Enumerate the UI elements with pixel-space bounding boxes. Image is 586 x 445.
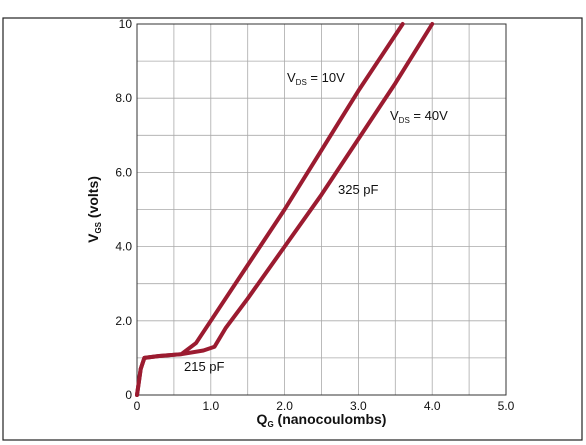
y-axis-label-main: V xyxy=(85,233,101,243)
y-axis-label-rest: (volts) xyxy=(85,176,101,222)
x-tick-label: 5.0 xyxy=(498,399,515,413)
annotation-rest: = 40V xyxy=(410,108,448,123)
x-tick-label: 3.0 xyxy=(350,399,367,413)
y-axis-label-sub: GS xyxy=(94,221,103,233)
y-axis-label: VGS (volts) xyxy=(85,176,103,243)
annotation-main: V xyxy=(390,108,399,123)
annotation: VDS = 10V xyxy=(287,70,345,87)
plot-border xyxy=(136,23,507,396)
x-axis-label: QG (nanocoulombs) xyxy=(257,411,387,429)
x-axis-label-rest: (nanocoulombs) xyxy=(274,411,387,427)
annotation-main: 325 pF xyxy=(338,182,379,197)
y-tick-label: 2.0 xyxy=(115,314,132,328)
y-tick-label: 4.0 xyxy=(115,240,132,254)
annotation: 215 pF xyxy=(184,359,225,374)
x-axis-label-main: Q xyxy=(257,411,268,427)
annotation: 325 pF xyxy=(338,182,379,197)
series-line xyxy=(135,22,435,397)
annotation-main: V xyxy=(287,70,296,85)
annotation: VDS = 40V xyxy=(390,108,448,125)
annotation-rest: = 10V xyxy=(307,70,345,85)
x-axis-label-sub: G xyxy=(267,420,273,429)
annotation-main: 215 pF xyxy=(184,359,225,374)
y-tick-label: 8.0 xyxy=(115,91,132,105)
y-tick-label: 6.0 xyxy=(115,165,132,179)
chart-frame xyxy=(2,17,583,441)
x-tick-label: 1.0 xyxy=(202,399,219,413)
y-tick-label: 10 xyxy=(119,17,133,31)
annotation-sub: DS xyxy=(399,116,410,125)
x-tick-label: 0 xyxy=(134,399,141,413)
x-tick-label: 2.0 xyxy=(276,399,293,413)
y-tick-label: 0 xyxy=(125,388,132,402)
x-tick-label: 4.0 xyxy=(424,399,441,413)
annotation-sub: DS xyxy=(296,78,307,87)
